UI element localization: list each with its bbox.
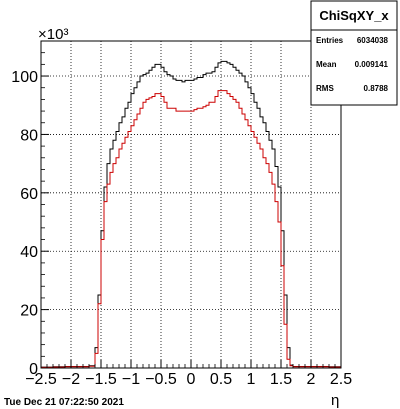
stats-value-mean: 0.009141 — [355, 60, 389, 69]
x-tick-label: −1.5 — [85, 371, 117, 388]
datestamp: Tue Dec 21 07:22:50 2021 — [4, 397, 124, 408]
series-group — [41, 60, 342, 368]
series-line-black — [41, 60, 342, 368]
y-tick-label: 0 — [29, 361, 38, 378]
series-line-red — [41, 90, 342, 368]
y-tick-label: 60 — [20, 186, 38, 203]
y-exponent-label: ×10³ — [38, 26, 68, 43]
stats-value-entries: 6034038 — [357, 36, 389, 45]
x-tick-label: −0.5 — [145, 371, 177, 388]
x-tick-label: 0 — [187, 371, 196, 388]
x-tick-label: 2.5 — [330, 371, 352, 388]
y-tick-label: 20 — [20, 303, 38, 320]
stats-title: ChiSqXY_x — [319, 8, 389, 23]
y-tick-label: 100 — [11, 69, 38, 86]
stats-value-rms: 0.8788 — [364, 84, 389, 93]
stats-box: ChiSqXY_x Entries 6034038 Mean 0.009141 … — [310, 0, 398, 106]
x-tick-label: 2 — [307, 371, 316, 388]
stats-label-rms: RMS — [316, 84, 334, 93]
stats-box-frame — [310, 0, 398, 106]
axes-group: −2.5 −2 −1.5 −1 −0.5 0 0.5 1 1.5 2 2.5 0 20 40 60 80 100 — [11, 40, 352, 388]
x-tick-label: 1 — [247, 371, 256, 388]
x-tick-label: 0.5 — [210, 371, 232, 388]
x-tick-label: −2.5 — [25, 371, 57, 388]
x-tick-label: −1 — [122, 371, 140, 388]
stats-label-entries: Entries — [316, 36, 344, 45]
stats-label-mean: Mean — [316, 60, 337, 69]
y-tick-label: 80 — [20, 127, 38, 144]
x-axis-title: η — [331, 392, 339, 409]
y-tick-label: 40 — [20, 244, 38, 261]
x-tick-label: 1.5 — [270, 371, 292, 388]
x-tick-label: −2 — [62, 371, 80, 388]
